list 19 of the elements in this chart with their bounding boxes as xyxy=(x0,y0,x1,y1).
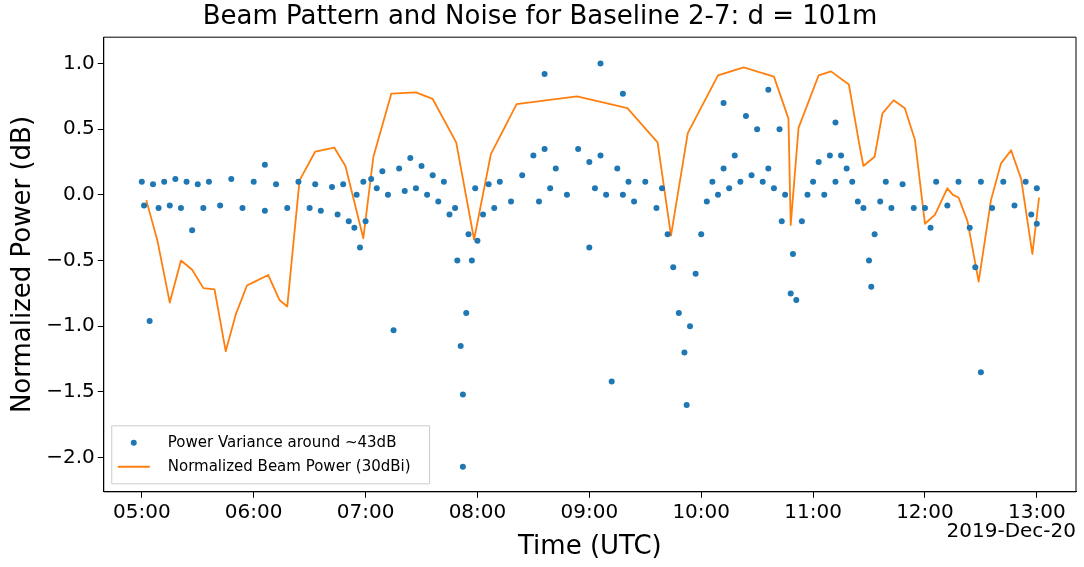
x-tick-label: 11:00 xyxy=(784,499,842,523)
legend-label: Normalized Beam Power (30dBi) xyxy=(167,456,411,475)
y-tick-label: 0.5 xyxy=(62,115,95,140)
x-tick-label: 05:00 xyxy=(112,499,171,523)
y-tick-label: 1.0 xyxy=(62,49,95,74)
y-tick-label: −1.5 xyxy=(46,378,95,403)
x-tick-label: 08:00 xyxy=(448,499,507,523)
x-tick-label: 06:00 xyxy=(224,499,283,523)
y-axis-title: Normalized Power (dB) xyxy=(6,115,37,414)
legend-label: Power Variance around ~43dB xyxy=(167,432,397,451)
chart-title: Beam Pattern and Noise for Baseline 2-7: d = 101m xyxy=(202,0,878,31)
y-tick-label: 0.0 xyxy=(62,181,95,206)
y-tick-label: −0.5 xyxy=(46,246,95,271)
x-tick-label: 10:00 xyxy=(672,499,731,523)
x-axis-title: Time (UTC) xyxy=(517,530,662,561)
y-tick-label: −1.0 xyxy=(46,312,95,337)
x-tick-label: 09:00 xyxy=(560,499,619,523)
y-tick-label: −2.0 xyxy=(46,443,95,468)
x-tick-label: 07:00 xyxy=(336,499,395,523)
